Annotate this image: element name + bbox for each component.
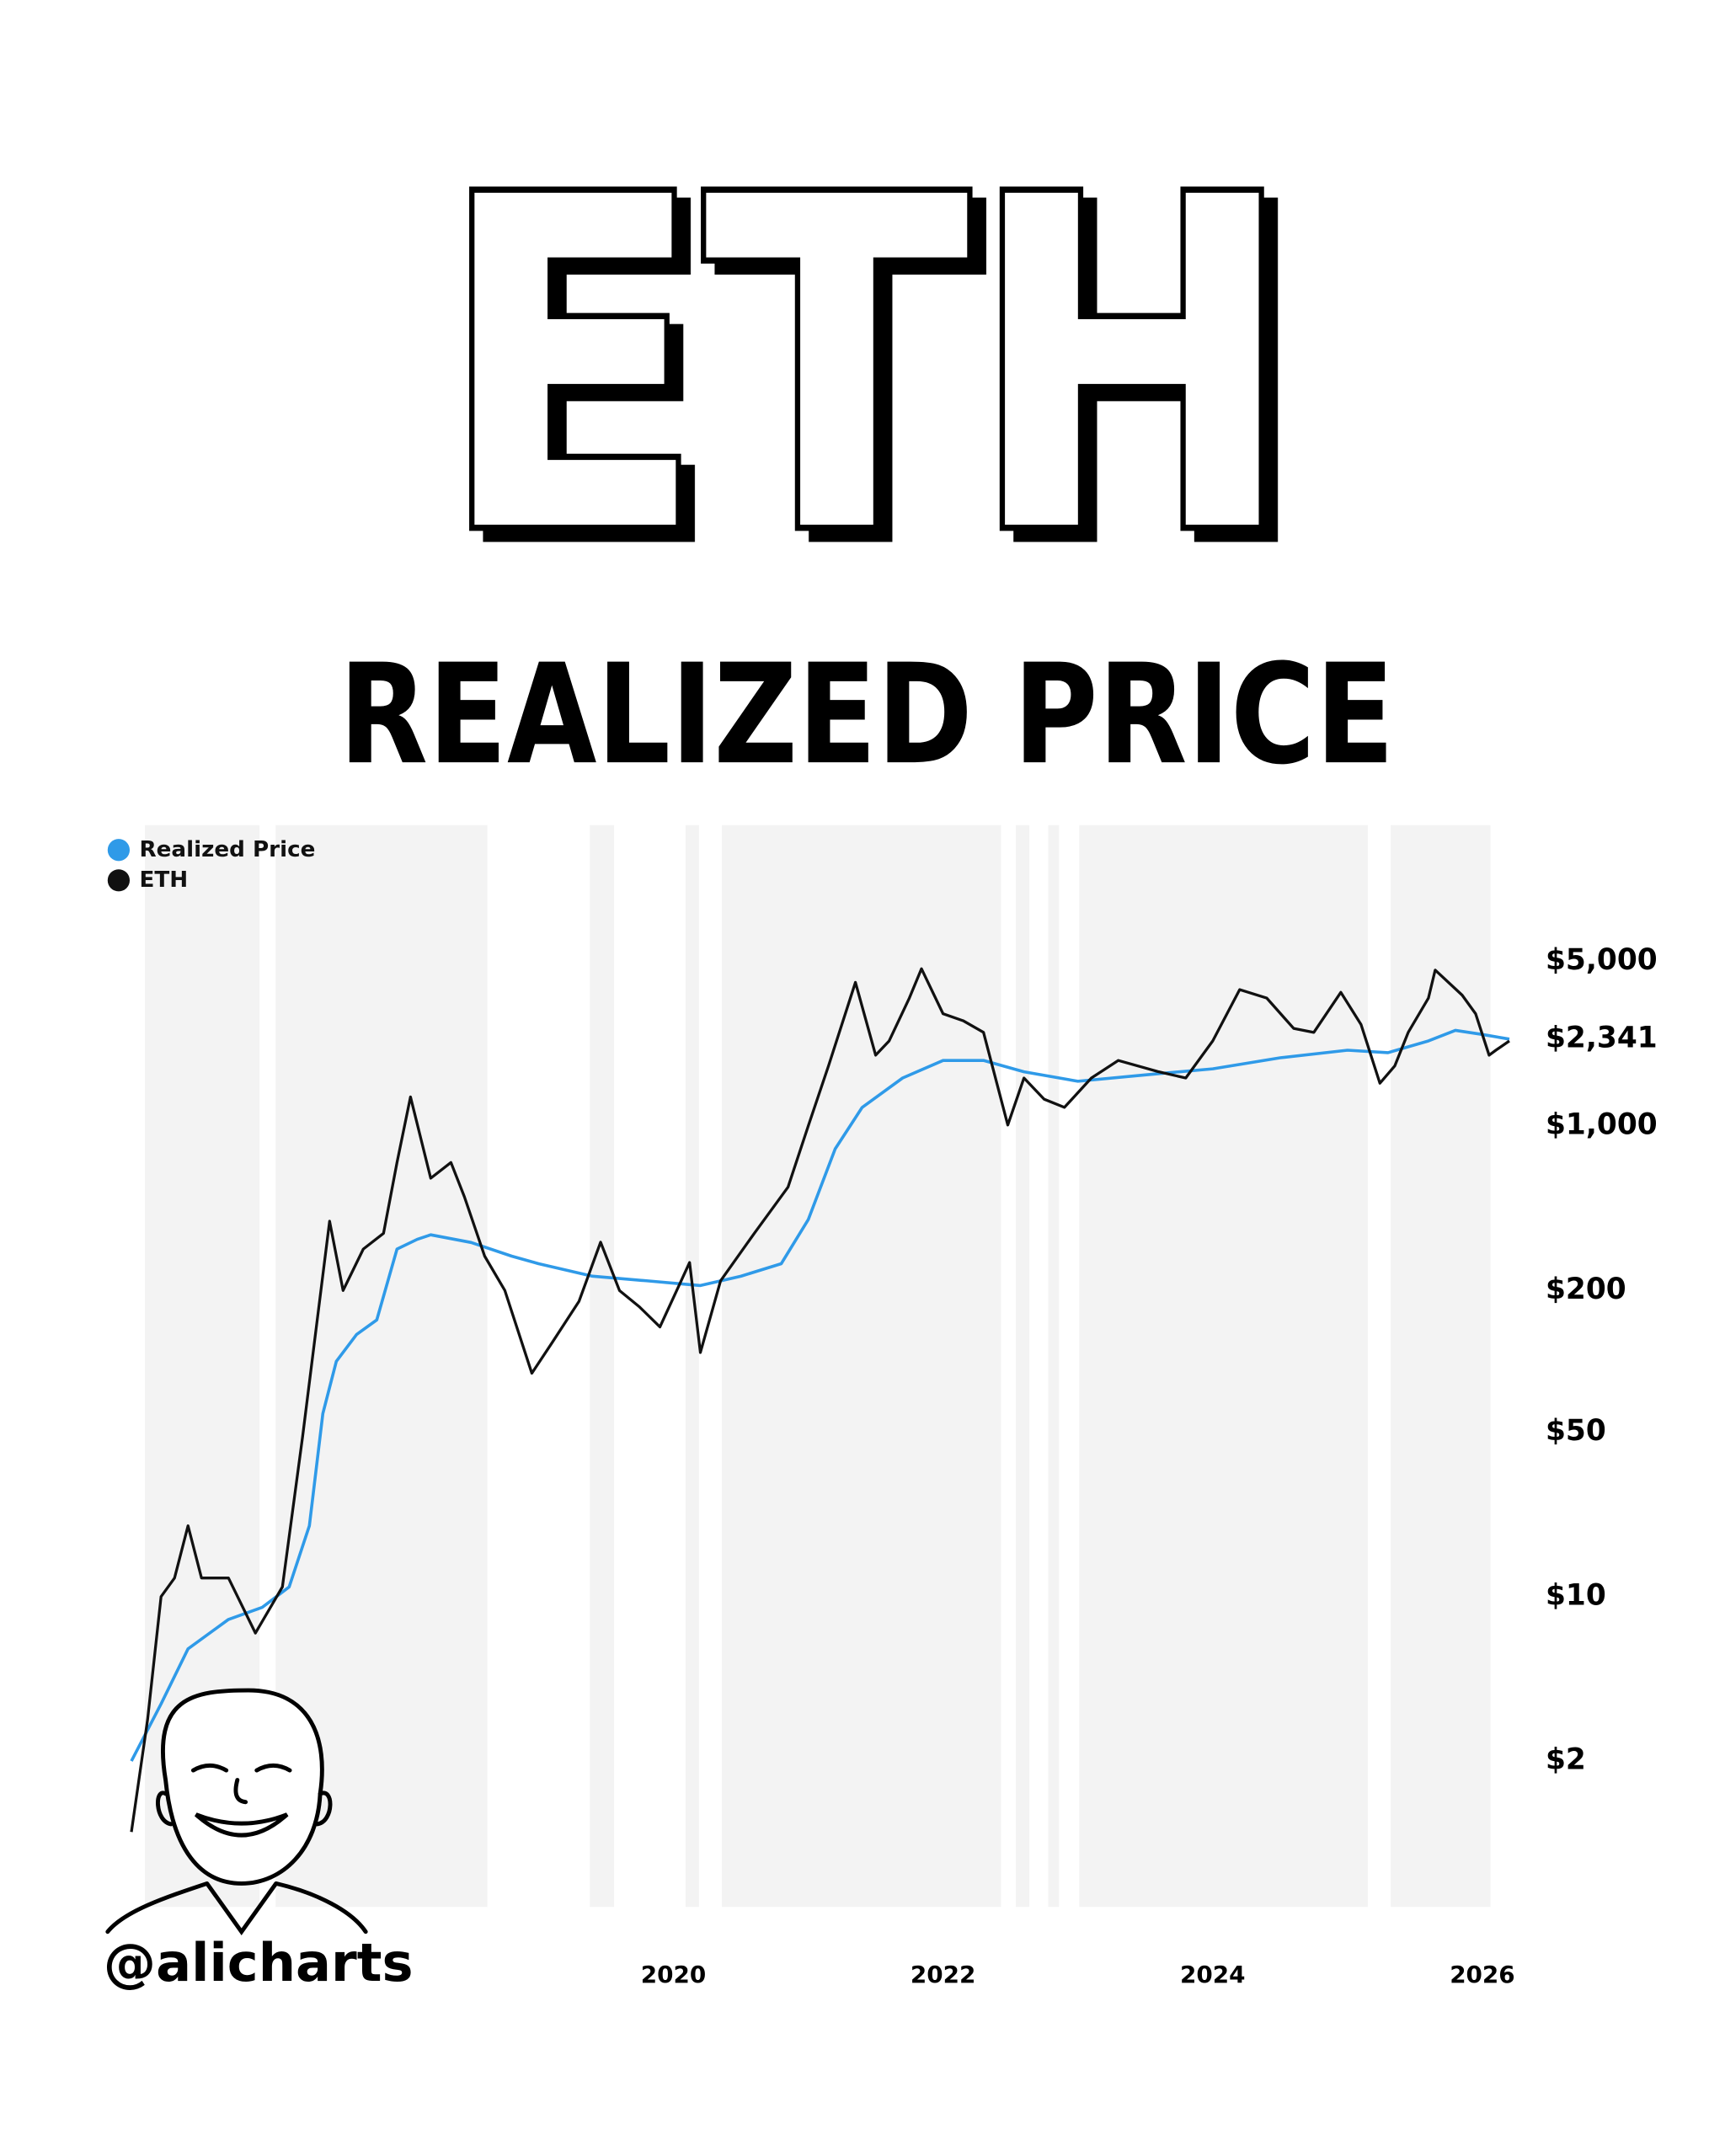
y-tick-label: $1,000 bbox=[1546, 1108, 1658, 1142]
shaded-bands bbox=[145, 825, 1491, 1908]
y-tick-label: $2 bbox=[1546, 1743, 1586, 1777]
x-tick-label: 2020 bbox=[641, 1961, 707, 1988]
y-tick-label: $50 bbox=[1546, 1414, 1606, 1448]
series-line bbox=[130, 1028, 1510, 1762]
y-tick-label: $10 bbox=[1546, 1578, 1606, 1612]
shaded-band bbox=[1391, 825, 1491, 1908]
shaded-band bbox=[1048, 825, 1060, 1908]
shaded-band bbox=[1079, 825, 1368, 1908]
chart-subtitle: REALIZED PRICE bbox=[339, 634, 1394, 795]
shaded-band bbox=[590, 825, 615, 1908]
legend-label: ETH bbox=[139, 867, 188, 893]
shaded-band bbox=[1016, 825, 1030, 1908]
y-tick-label: $5,000 bbox=[1546, 943, 1658, 977]
legend-swatch bbox=[107, 869, 131, 892]
legend-swatch bbox=[107, 839, 131, 862]
y-tick-label: $200 bbox=[1546, 1273, 1626, 1306]
avatar bbox=[105, 1688, 368, 1935]
chart-title: ETH bbox=[439, 102, 1295, 632]
x-tick-label: 2024 bbox=[1180, 1961, 1246, 1988]
shaded-band bbox=[722, 825, 1001, 1908]
x-tick-label: 2026 bbox=[1450, 1961, 1515, 1988]
shaded-band bbox=[685, 825, 699, 1908]
value-annotation: $2,341 bbox=[1546, 1021, 1658, 1054]
series-line bbox=[130, 967, 1510, 1833]
legend-label: Realized Price bbox=[139, 837, 315, 862]
handle: @alicharts bbox=[104, 1932, 414, 1993]
x-tick-label: 2022 bbox=[911, 1961, 976, 1988]
